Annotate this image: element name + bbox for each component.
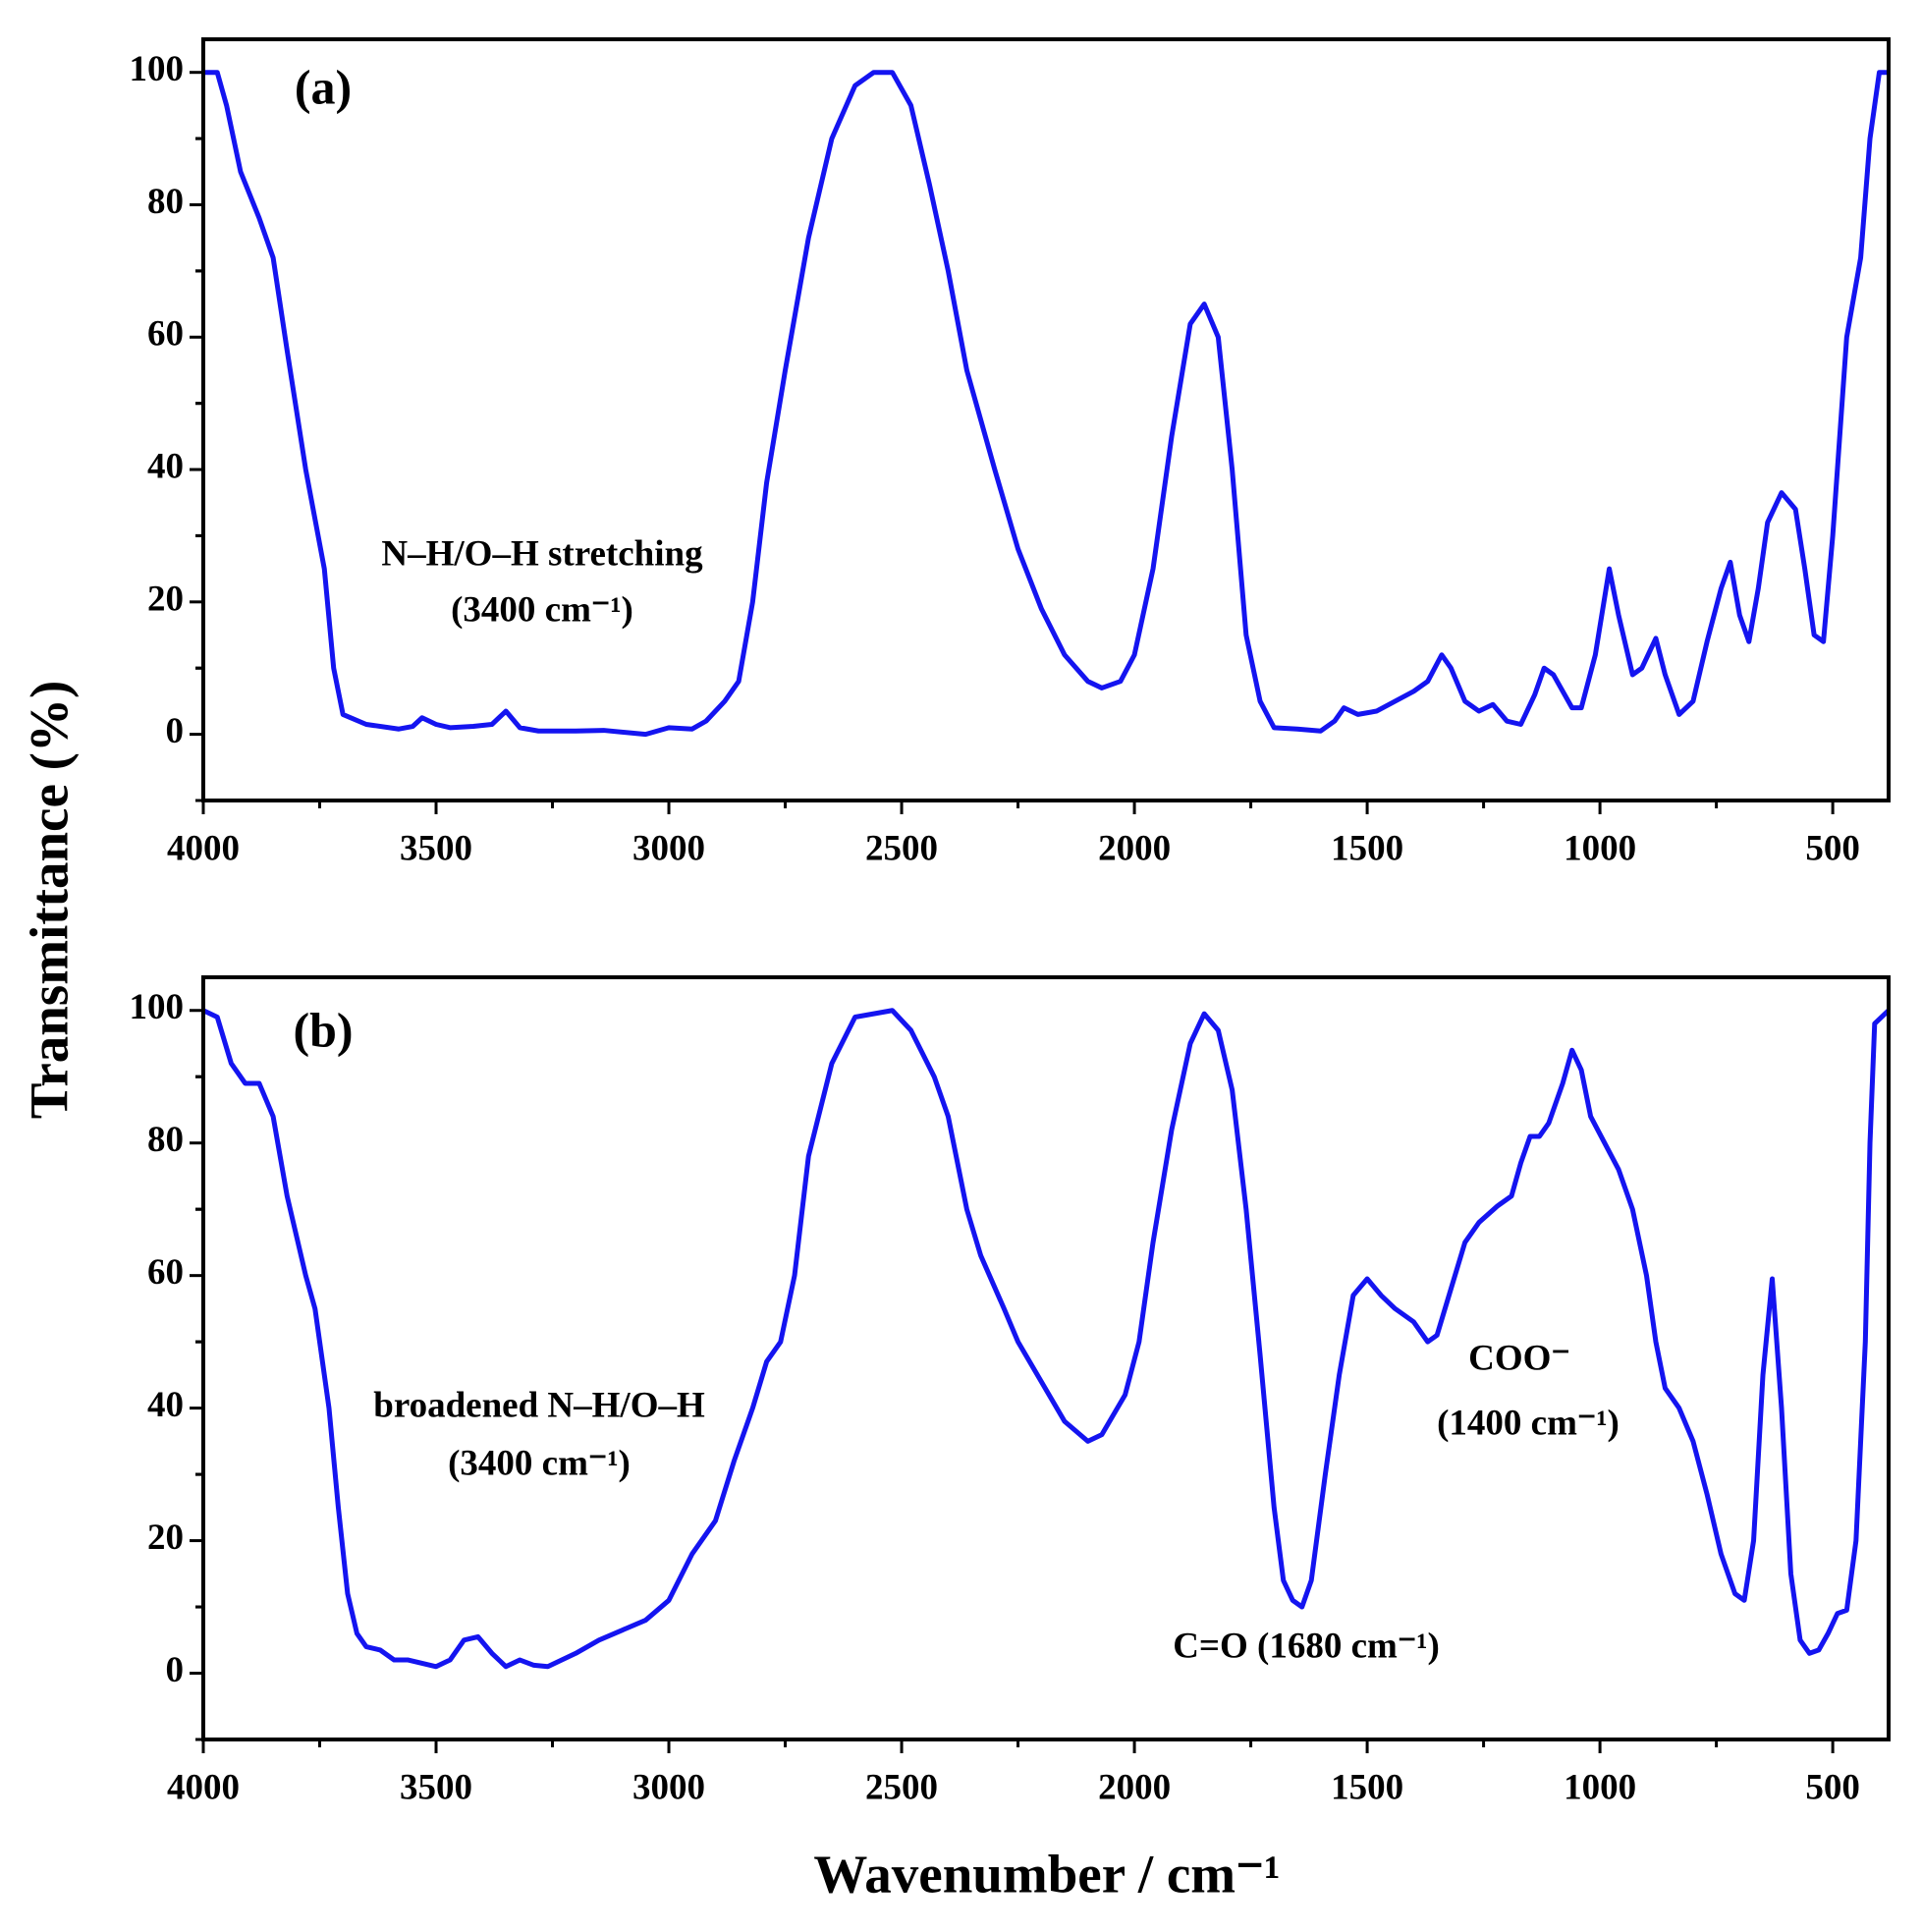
x-tick-label: 4000 [167,828,240,868]
x-tick-label: 3500 [400,828,472,868]
spectrum-line [203,70,1889,738]
y-tick-label: 40 [147,447,184,487]
annotation: broadened N–H/O–H [373,1385,705,1425]
x-tick-label: 3000 [632,828,705,868]
y-tick-label: 0 [166,1650,185,1690]
x-tick-label: 3000 [632,1767,705,1807]
y-tick-label: 100 [130,987,185,1027]
annotation: N–H/O–H stretching [381,533,703,574]
x-tick-label: 1500 [1331,1767,1403,1807]
panel-label: (b) [293,1002,353,1057]
x-tick-label: 500 [1805,828,1860,868]
x-tick-label: 500 [1805,1767,1860,1807]
panel-label: (a) [295,59,352,114]
plot-frame [201,975,1891,1741]
x-tick-label: 1000 [1564,828,1636,868]
y-tick-label: 80 [147,182,184,222]
annotation: (3400 cm⁻¹) [448,1443,631,1483]
x-tick-label: 1500 [1331,828,1403,868]
x-tick-label: 2500 [865,1767,938,1807]
spectrum-line [203,1008,1889,1670]
y-tick-label: 100 [130,49,185,89]
y-tick-label: 60 [147,314,184,355]
x-tick-label: 2000 [1098,1767,1171,1807]
plot-frame [201,37,1891,802]
x-axis-label: Wavenumber / cm⁻¹ [813,1845,1280,1904]
annotation: (1400 cm⁻¹) [1437,1403,1620,1443]
annotation: C=O (1680 cm⁻¹) [1173,1626,1440,1666]
x-tick-label: 2000 [1098,828,1171,868]
x-tick-label: 1000 [1564,1767,1636,1807]
y-tick-label: 0 [166,711,185,751]
y-tick-label: 80 [147,1120,184,1160]
x-tick-label: 3500 [400,1767,472,1807]
y-axis-label: Transmittance (%) [20,681,80,1120]
x-tick-label: 2500 [865,828,938,868]
x-tick-label: 4000 [167,1767,240,1807]
y-tick-label: 60 [147,1252,184,1293]
annotation: (3400 cm⁻¹) [451,589,633,630]
annotation: COO⁻ [1468,1338,1570,1378]
y-tick-label: 20 [147,1518,184,1558]
y-tick-label: 20 [147,579,184,619]
y-tick-label: 40 [147,1385,184,1425]
